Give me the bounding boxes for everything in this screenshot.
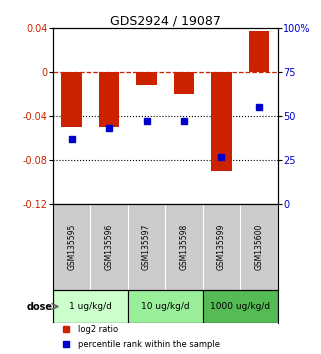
Bar — [174, 72, 194, 94]
Text: 10 ug/kg/d: 10 ug/kg/d — [141, 302, 190, 311]
Text: GSM135598: GSM135598 — [179, 224, 188, 270]
Text: percentile rank within the sample: percentile rank within the sample — [78, 340, 220, 349]
Bar — [249, 30, 269, 72]
Bar — [53, 290, 128, 323]
Text: GSM135600: GSM135600 — [255, 224, 264, 270]
Text: 1000 ug/kg/d: 1000 ug/kg/d — [210, 302, 270, 311]
Text: GSM135596: GSM135596 — [105, 224, 114, 270]
Text: dose: dose — [27, 302, 53, 312]
Bar — [136, 72, 157, 85]
Text: log2 ratio: log2 ratio — [78, 325, 118, 333]
Text: 1 ug/kg/d: 1 ug/kg/d — [69, 302, 112, 311]
Text: GSM135595: GSM135595 — [67, 224, 76, 270]
Bar — [61, 72, 82, 127]
Bar — [211, 72, 232, 171]
Title: GDS2924 / 19087: GDS2924 / 19087 — [110, 14, 221, 27]
Bar — [99, 72, 119, 127]
Text: GSM135597: GSM135597 — [142, 224, 151, 270]
Bar — [128, 290, 203, 323]
Text: GSM135599: GSM135599 — [217, 224, 226, 270]
Bar — [203, 290, 278, 323]
